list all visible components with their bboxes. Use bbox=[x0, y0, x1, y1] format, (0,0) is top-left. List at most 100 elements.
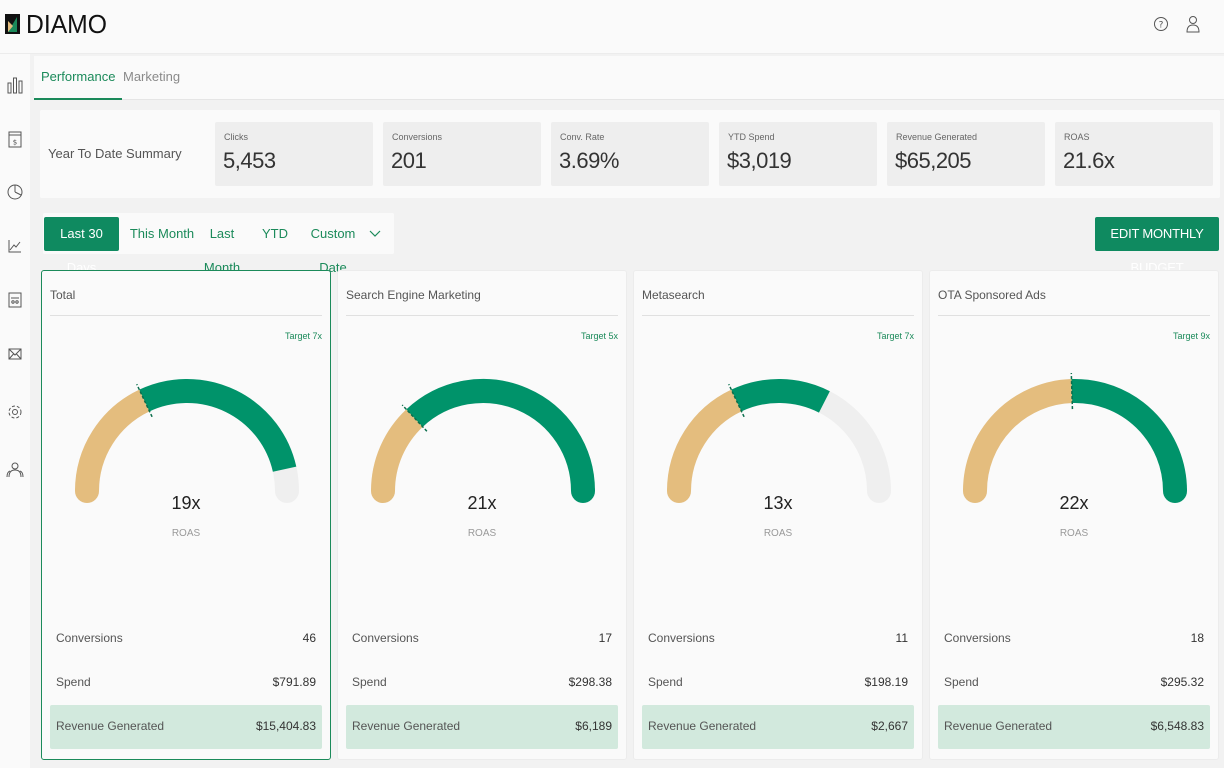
gauge-below-target bbox=[963, 379, 1073, 492]
user-icon[interactable] bbox=[1183, 14, 1203, 34]
roas-gauge bbox=[75, 379, 299, 503]
row-value: 46 bbox=[302, 631, 316, 645]
channel-card-search-engine-marketing[interactable]: Search Engine Marketing Target 5x 21x RO… bbox=[337, 270, 627, 760]
calendar-dollar-icon[interactable]: $ bbox=[5, 129, 25, 149]
stat-roas: ROAS 21.6x bbox=[1055, 122, 1213, 186]
gauge-target-marker bbox=[1070, 373, 1074, 410]
row-value: $6,548.83 bbox=[1150, 719, 1204, 733]
gauge-target-marker bbox=[401, 404, 428, 432]
stat-label: Conv. Rate bbox=[560, 132, 605, 142]
gauge-above-target bbox=[1071, 379, 1187, 492]
conversions-row: Conversions 17 bbox=[346, 617, 618, 661]
row-value: 18 bbox=[1190, 631, 1204, 645]
gauge-start-cap bbox=[371, 479, 395, 503]
logo-text: DIAMO bbox=[26, 8, 107, 39]
row-label: Conversions bbox=[648, 631, 715, 645]
row-value: $15,404.83 bbox=[255, 719, 316, 733]
stat-value: $3,019 bbox=[727, 148, 792, 173]
row-label: Spend bbox=[648, 675, 683, 689]
stat-conv-rate: Conv. Rate 3.69% bbox=[551, 122, 709, 186]
chevron-down-icon[interactable] bbox=[368, 227, 382, 239]
conversions-row: Conversions 18 bbox=[938, 617, 1210, 661]
row-label: Spend bbox=[56, 675, 91, 689]
revenue-row: Revenue Generated $15,404.83 bbox=[50, 705, 322, 749]
stat-revenue: Revenue Generated $65,205 bbox=[887, 122, 1045, 186]
gauge-start-cap bbox=[75, 479, 99, 503]
row-value: 17 bbox=[598, 631, 612, 645]
bar-chart-icon[interactable] bbox=[5, 74, 25, 94]
card-target: Target 9x bbox=[1172, 331, 1210, 341]
stat-label: Conversions bbox=[392, 132, 443, 142]
filter-last-month[interactable]: Last Month bbox=[203, 226, 241, 275]
roas-value: 13x bbox=[763, 493, 793, 513]
gauge-start-cap bbox=[963, 479, 987, 503]
row-label: Conversions bbox=[352, 631, 419, 645]
row-label: Revenue Generated bbox=[648, 719, 757, 733]
tab-marketing[interactable]: Marketing bbox=[123, 69, 181, 84]
row-label: Revenue Generated bbox=[352, 719, 461, 733]
roas-gauge bbox=[667, 379, 891, 503]
gear-icon[interactable] bbox=[5, 402, 25, 422]
spend-row: Spend $298.38 bbox=[346, 661, 618, 705]
sidebar: $ bbox=[0, 54, 30, 768]
logo-mark-icon bbox=[4, 13, 22, 35]
mail-icon[interactable] bbox=[5, 344, 25, 364]
stat-ytd-spend: YTD Spend $3,019 bbox=[719, 122, 877, 186]
roas-label: ROAS bbox=[467, 528, 497, 539]
row-value: $791.89 bbox=[272, 675, 316, 689]
top-bar: DIAMO ? bbox=[0, 0, 1224, 54]
channel-card-metasearch[interactable]: Metasearch Target 7x 13x ROAS Conversion… bbox=[633, 270, 923, 760]
filter-custom-date[interactable]: Custom Date bbox=[310, 226, 356, 275]
conversions-row: Conversions 46 bbox=[50, 617, 322, 661]
summary-title: Year To Date Summary bbox=[48, 146, 182, 161]
line-chart-icon[interactable] bbox=[5, 236, 25, 256]
roas-label: ROAS bbox=[763, 528, 793, 539]
divider bbox=[642, 315, 914, 316]
filter-ytd[interactable]: YTD bbox=[262, 226, 288, 241]
row-value: $295.32 bbox=[1160, 675, 1204, 689]
channel-card-total[interactable]: Total Target 7x 19x ROAS Conversions 46 … bbox=[41, 270, 331, 760]
gauge-target-marker bbox=[136, 383, 153, 418]
users-icon[interactable] bbox=[5, 460, 25, 480]
stat-label: Revenue Generated bbox=[896, 132, 978, 142]
stat-label: Clicks bbox=[224, 132, 248, 142]
roas-value: 21x bbox=[467, 493, 497, 513]
gauge-above-target bbox=[406, 379, 595, 492]
revenue-row: Revenue Generated $6,548.83 bbox=[938, 705, 1210, 749]
divider bbox=[346, 315, 618, 316]
divider bbox=[50, 315, 322, 316]
row-label: Revenue Generated bbox=[944, 719, 1053, 733]
stat-value: 5,453 bbox=[223, 148, 276, 173]
row-label: Conversions bbox=[944, 631, 1011, 645]
row-label: Revenue Generated bbox=[56, 719, 165, 733]
card-target: Target 5x bbox=[580, 331, 618, 341]
row-label: Spend bbox=[352, 675, 387, 689]
conversions-row: Conversions 11 bbox=[642, 617, 914, 661]
gauge-below-target bbox=[75, 389, 150, 492]
stat-conversions: Conversions 201 bbox=[383, 122, 541, 186]
roas-value: 22x bbox=[1059, 493, 1089, 513]
tab-performance[interactable]: Performance bbox=[34, 56, 123, 100]
help-icon[interactable]: ? bbox=[1151, 14, 1171, 34]
stat-value: 3.69% bbox=[559, 148, 619, 173]
logo[interactable]: DIAMO bbox=[4, 8, 111, 39]
svg-text:$: $ bbox=[13, 139, 17, 147]
row-value: $298.38 bbox=[568, 675, 612, 689]
card-target: Target 7x bbox=[876, 331, 914, 341]
pie-chart-icon[interactable] bbox=[5, 182, 25, 202]
stat-label: ROAS bbox=[1064, 132, 1090, 142]
row-label: Spend bbox=[944, 675, 979, 689]
channel-card-ota-sponsored-ads[interactable]: OTA Sponsored Ads Target 9x 22x ROAS Con… bbox=[929, 270, 1219, 760]
stat-clicks: Clicks 5,453 bbox=[215, 122, 373, 186]
stat-value: 201 bbox=[391, 148, 427, 173]
ytd-summary: Year To Date Summary Clicks 5,453 Conver… bbox=[40, 110, 1220, 198]
spend-row: Spend $295.32 bbox=[938, 661, 1210, 705]
edit-monthly-budget-button[interactable]: EDIT MONTHLY BUDGET bbox=[1095, 217, 1219, 275]
filter-this-month[interactable]: This Month bbox=[129, 226, 195, 241]
settings-list-icon[interactable] bbox=[5, 290, 25, 310]
card-title: OTA Sponsored Ads bbox=[938, 288, 1046, 302]
gauge-end-cap bbox=[571, 479, 595, 503]
row-value: $2,667 bbox=[871, 719, 908, 733]
divider bbox=[938, 315, 1210, 316]
filter-last-30-days[interactable]: Last 30 Days bbox=[44, 217, 119, 275]
